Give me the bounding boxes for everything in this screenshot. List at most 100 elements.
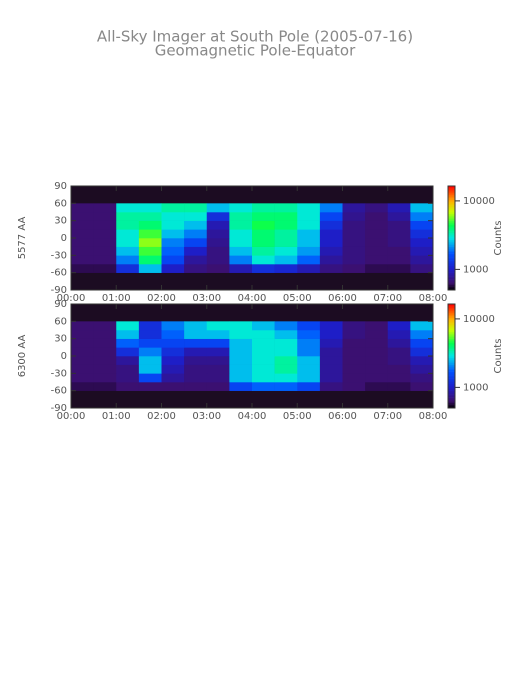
colorbar-swatch: [448, 335, 455, 338]
heat-cell: [161, 203, 185, 213]
heat-cell: [274, 356, 298, 365]
colorbar-swatch: [448, 192, 455, 195]
colorbar-swatch: [448, 283, 455, 286]
heat-cell: [319, 338, 343, 348]
heat-cell: [116, 356, 140, 365]
colorbar-swatch: [448, 286, 455, 289]
heat-cell: [297, 238, 321, 247]
colorbar-swatch: [448, 244, 455, 247]
colorbar-swatch: [448, 342, 455, 345]
heat-cell: [138, 238, 162, 247]
heat-cell: [206, 364, 230, 374]
heat-cell: [71, 321, 94, 331]
heat-cell: [410, 364, 434, 374]
heat-cell: [387, 212, 411, 221]
heat-cell: [71, 246, 94, 256]
heat-cell: [71, 373, 94, 383]
y-tick-label: 90: [54, 299, 67, 310]
heat-cell: [138, 330, 162, 339]
colorbar-swatch: [448, 350, 455, 353]
heat-cell: [297, 356, 321, 365]
x-tick-label: 04:00: [238, 293, 267, 304]
heat-cell: [93, 212, 117, 221]
heat-cell: [184, 220, 208, 230]
colorbar-swatch: [448, 388, 455, 391]
colorbar-swatch: [448, 251, 455, 254]
heat-cell: [229, 321, 253, 331]
heat-cell: [297, 364, 321, 374]
heat-cell: [387, 364, 411, 374]
colorbar-label: Counts: [493, 339, 504, 374]
heat-cell: [229, 203, 253, 213]
heat-cell: [161, 255, 185, 265]
heat-cell: [297, 330, 321, 339]
colorbar-swatch: [448, 250, 455, 253]
heat-cell: [387, 373, 411, 383]
colorbar-swatch: [448, 349, 455, 352]
colorbar-swatch: [448, 217, 455, 220]
heat-cell: [161, 229, 185, 239]
colorbar-swatch: [448, 284, 455, 287]
colorbar-swatch: [448, 189, 455, 192]
heat-cell: [161, 373, 185, 383]
heat-cell: [206, 220, 230, 230]
colorbar-swatch: [448, 288, 455, 291]
colorbar-swatch: [448, 364, 455, 367]
colorbar-swatch: [448, 354, 455, 357]
heat-cell: [229, 373, 253, 383]
heat-cell: [161, 338, 185, 348]
heat-cell: [93, 321, 117, 331]
heat-cell: [342, 382, 366, 391]
colorbar-swatch: [448, 248, 455, 251]
colorbar-tick-label: 10000: [463, 314, 495, 325]
heat-cell: [319, 321, 343, 331]
x-tick-label: 05:00: [283, 293, 312, 304]
heat-cell: [229, 238, 253, 247]
heat-cell: [319, 356, 343, 365]
heat-cell: [138, 255, 162, 265]
heat-cell: [297, 382, 321, 391]
y-axis-label: 5577 AA: [17, 217, 28, 260]
heat-cell: [274, 255, 298, 265]
heat-cell: [274, 330, 298, 339]
colorbar-swatch: [448, 213, 455, 216]
heat-cell: [116, 364, 140, 374]
x-tick-label: 00:00: [57, 411, 86, 422]
heat-cell: [206, 238, 230, 247]
colorbar-swatch: [448, 241, 455, 244]
heat-cell: [184, 373, 208, 383]
heat-cell: [184, 264, 208, 273]
heat-cell: [342, 321, 366, 331]
heat-cell: [93, 373, 117, 383]
colorbar-swatch: [448, 253, 455, 256]
colorbar-swatch: [448, 357, 455, 360]
y-tick-label: 30: [54, 334, 67, 345]
heat-cell: [206, 212, 230, 221]
heat-cell: [342, 203, 366, 213]
heat-cell: [319, 238, 343, 247]
heat-cell: [229, 220, 253, 230]
heat-cell: [274, 321, 298, 331]
heat-cell: [93, 364, 117, 374]
heat-cell: [206, 321, 230, 331]
heat-cell: [93, 255, 117, 265]
heat-cell: [387, 321, 411, 331]
heat-cell: [93, 238, 117, 247]
colorbar-swatch: [448, 232, 455, 235]
heat-cell: [342, 264, 366, 273]
heat-cell: [116, 264, 140, 273]
colorbar-swatch: [448, 324, 455, 327]
heat-cell: [138, 356, 162, 365]
heat-cell: [252, 238, 275, 247]
heat-cell: [387, 246, 411, 256]
colorbar-label: Counts: [493, 221, 504, 256]
colorbar-swatch: [448, 224, 455, 227]
heat-cell: [71, 382, 94, 391]
heat-cell: [297, 203, 321, 213]
heat-cell: [252, 321, 275, 331]
colorbar-swatch: [448, 340, 455, 343]
heat-cell: [387, 238, 411, 247]
heat-cell: [342, 220, 366, 230]
heat-cell: [229, 338, 253, 348]
